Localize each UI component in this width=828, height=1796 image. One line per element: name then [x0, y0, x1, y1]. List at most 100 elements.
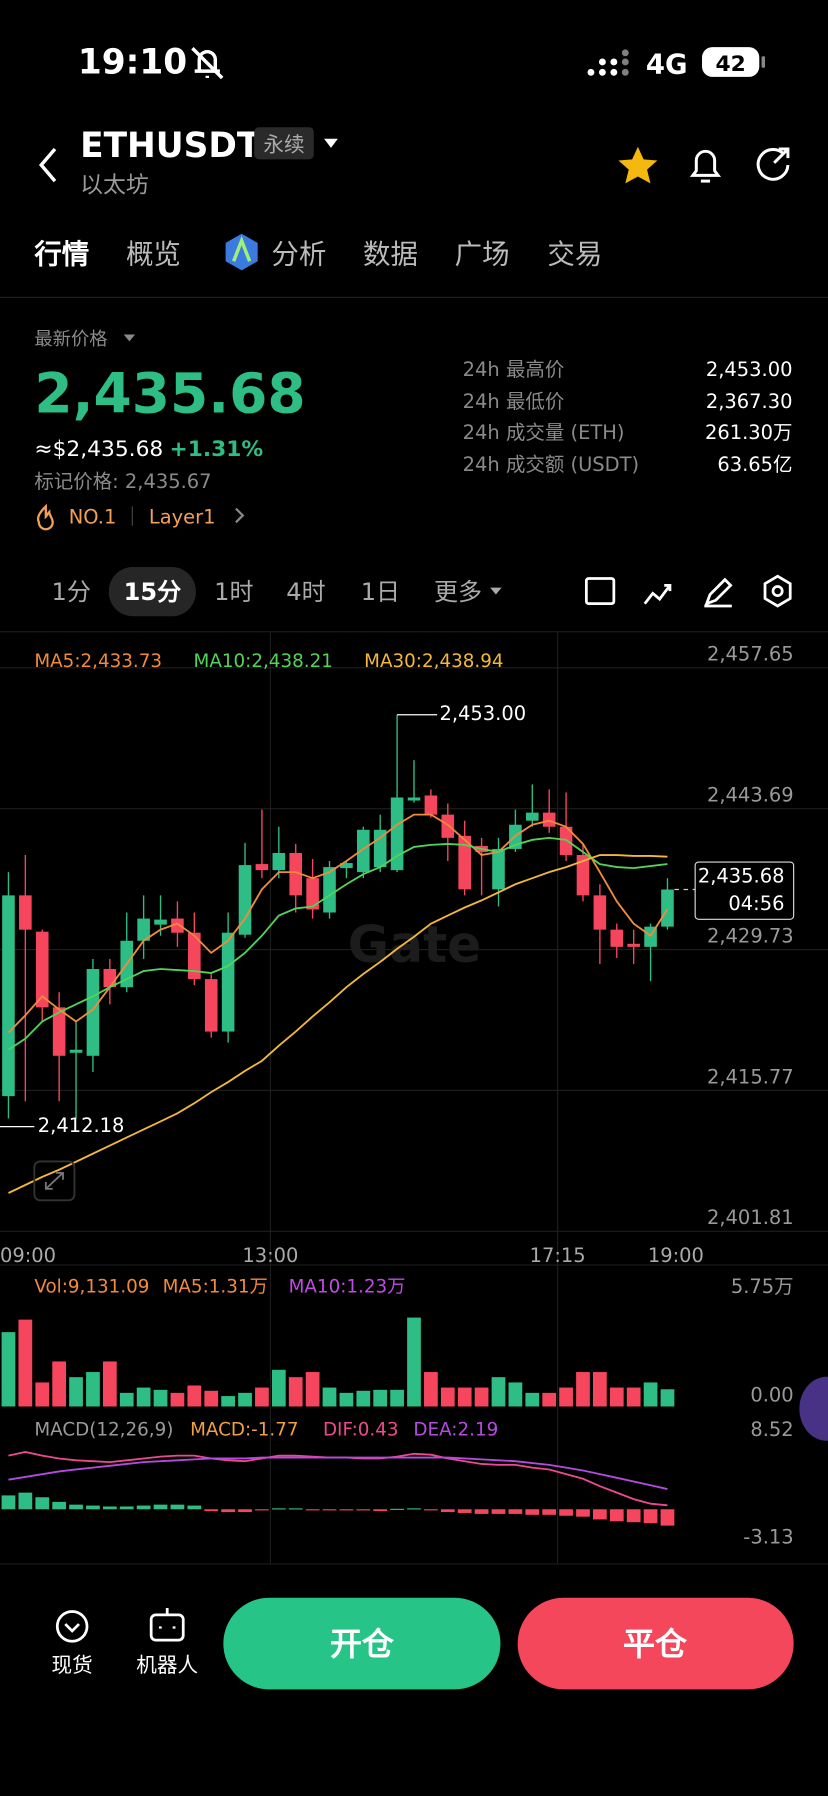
ma-line: [7, 813, 669, 1034]
candle-body: [2, 895, 15, 1097]
macd-bar: [288, 1508, 303, 1510]
interval-active[interactable]: 15分: [124, 578, 181, 606]
volume-bar: [271, 1369, 286, 1407]
stat-value: 63.65亿: [717, 453, 792, 476]
macd-bar: [119, 1506, 134, 1510]
macd-bar: [52, 1501, 67, 1510]
y-tick-label: 5.75万: [731, 1275, 794, 1298]
floating-assistant[interactable]: [799, 1376, 828, 1441]
ma-line: [7, 836, 668, 1051]
volume-bar: [119, 1392, 134, 1407]
volume-bar: [491, 1377, 506, 1407]
price-label-dropdown[interactable]: [123, 334, 136, 342]
volume-bar: [474, 1387, 489, 1407]
fullscreen-icon[interactable]: [584, 577, 616, 606]
settings-icon[interactable]: [763, 574, 792, 608]
interval-more[interactable]: 更多: [434, 578, 482, 606]
tab[interactable]: 概览: [126, 239, 181, 271]
macd-bar: [474, 1509, 489, 1514]
legend-entry: DIF:0.43: [323, 1420, 399, 1441]
badge: 永续: [263, 132, 304, 156]
symbol-dropdown[interactable]: [324, 138, 338, 148]
nav-spot[interactable]: 现货: [52, 1653, 93, 1677]
battery-level: 42: [716, 52, 746, 77]
volume-bar: [356, 1390, 371, 1407]
macd-bar: [491, 1509, 506, 1514]
candle-body: [221, 932, 235, 1032]
tag-arrow[interactable]: [235, 507, 245, 524]
macd-bar: [1, 1495, 16, 1510]
candle-body: [357, 829, 370, 873]
volume-bar: [593, 1372, 607, 1407]
volume-bar: [457, 1387, 472, 1407]
y-tick-label: 2,429.73: [707, 924, 794, 947]
volume-bar: [187, 1385, 202, 1407]
legend-entry: MACD:-1.77: [190, 1420, 298, 1441]
tab-active[interactable]: 行情: [33, 239, 89, 271]
volume-bar: [170, 1392, 185, 1407]
candle-body: [137, 918, 150, 941]
candle-body: [424, 795, 438, 815]
volume-bar: [69, 1377, 83, 1407]
candle-body: [441, 814, 455, 838]
legend-entry: MA10:2,438.21: [194, 651, 333, 672]
indicator-icon[interactable]: [643, 583, 672, 605]
legend-entry: MACD(12,26,9): [34, 1420, 173, 1441]
macd-bar: [542, 1509, 557, 1515]
volume-bar: [1, 1332, 16, 1407]
back-button[interactable]: [38, 147, 57, 183]
x-tick-label: 17:15: [530, 1244, 586, 1267]
volume-bar: [626, 1387, 641, 1407]
open-button[interactable]: [223, 1597, 501, 1690]
legend-entry: DEA:2.19: [413, 1420, 498, 1441]
interval[interactable]: 1日: [361, 578, 400, 606]
candle-body: [390, 797, 404, 871]
candle-body: [69, 1049, 83, 1053]
y-tick-label: 2,401.81: [707, 1206, 794, 1229]
more-dropdown[interactable]: [490, 587, 502, 595]
candle-body: [306, 878, 319, 910]
bot-icon-glyph: [158, 1608, 176, 1629]
tab[interactable]: 分析: [271, 239, 326, 271]
stat-label: 24h 成交额 (USDT): [463, 453, 639, 476]
battery: [702, 47, 760, 77]
tab[interactable]: 数据: [363, 239, 418, 271]
nav-bot[interactable]: 机器人: [136, 1653, 198, 1677]
legend-entry: MA5:2,433.73: [34, 651, 162, 672]
stat-value: 2,453.00: [706, 358, 793, 381]
interval[interactable]: 1时: [214, 578, 253, 606]
macd-bar: [457, 1509, 472, 1513]
spot-icon[interactable]: [55, 1610, 89, 1643]
candle-body: [238, 865, 252, 935]
tab[interactable]: 广场: [455, 239, 510, 271]
favorite-star[interactable]: [618, 146, 658, 184]
interval[interactable]: 1分: [52, 578, 91, 606]
mute-icon: [191, 47, 224, 80]
rank-tag[interactable]: NO.1: [69, 506, 117, 529]
y-tick-label: 8.52: [750, 1418, 793, 1441]
macd-bar: [609, 1509, 624, 1522]
open-label[interactable]: 开仓: [330, 1625, 395, 1663]
interval[interactable]: 4时: [286, 578, 325, 606]
expand-button[interactable]: [33, 1160, 76, 1202]
volume-bar: [322, 1387, 337, 1407]
usd-price: ≈$2,435.68: [34, 437, 163, 462]
candle-body: [188, 932, 201, 980]
close-button[interactable]: [517, 1597, 794, 1690]
share-button[interactable]: [756, 147, 790, 181]
sector-tag[interactable]: Layer1: [149, 506, 216, 529]
x-tick-label: 09:00: [0, 1244, 56, 1267]
volume-bar: [305, 1372, 320, 1407]
tab[interactable]: 交易: [547, 239, 602, 271]
close-label[interactable]: 平仓: [623, 1625, 688, 1663]
draw-icon[interactable]: [704, 577, 733, 608]
low-marker-label: 2,412.18: [38, 1114, 125, 1137]
legend-entry: MA10:1.23万: [289, 1276, 406, 1297]
volume-bar: [35, 1382, 50, 1407]
ai-icon-glyph: [232, 235, 252, 262]
macd-bar: [576, 1509, 590, 1517]
macd-bar: [204, 1509, 219, 1512]
alert-bell[interactable]: [689, 149, 722, 183]
volume-bar: [255, 1387, 269, 1407]
